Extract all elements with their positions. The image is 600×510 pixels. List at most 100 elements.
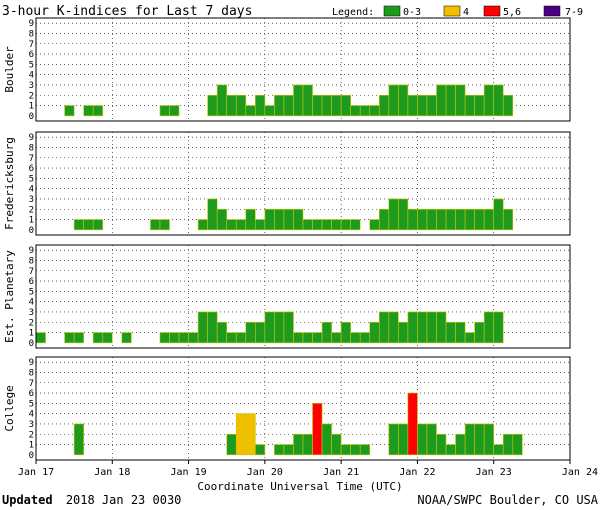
bar-college-25 — [274, 444, 285, 456]
bar-est-planetary-15 — [178, 332, 189, 344]
bar-college-44 — [455, 433, 466, 456]
bar-fredericksburg-4 — [73, 219, 84, 231]
panel-label-est-planetary: Est. Planetary — [3, 250, 16, 343]
bar-college-34 — [359, 444, 371, 456]
bar-boulder-20 — [226, 94, 237, 117]
y-tick-label: 9 — [29, 133, 34, 143]
y-tick-label: 6 — [29, 50, 34, 60]
bar-fredericksburg-25 — [274, 208, 285, 231]
bar-college-26 — [283, 444, 294, 456]
bar-boulder-5 — [83, 105, 94, 117]
bar-est-planetary-44 — [455, 321, 466, 344]
bar-est-planetary-39 — [407, 311, 418, 344]
bar-boulder-24 — [264, 105, 275, 117]
bar-boulder-47 — [483, 84, 495, 117]
chart-title: 3-hour K-indices for Last 7 days — [2, 4, 252, 19]
bar-est-planetary-7 — [102, 332, 113, 344]
bar-fredericksburg-22 — [245, 208, 256, 231]
bar-est-planetary-48 — [493, 311, 504, 344]
bar-boulder-38 — [398, 84, 409, 117]
y-tick-label: 3 — [29, 420, 34, 430]
bar-boulder-26 — [283, 94, 294, 117]
bar-college-40 — [417, 423, 428, 456]
y-tick-label: 6 — [29, 164, 34, 174]
bar-fredericksburg-36 — [378, 208, 390, 231]
bar-college-32 — [340, 444, 351, 456]
bar-fredericksburg-37 — [388, 198, 399, 231]
bar-boulder-18 — [207, 94, 218, 117]
legend: Legend: 0-3 4 5,6 7-9 — [332, 5, 583, 18]
legend-swatch-4 — [443, 5, 461, 17]
footer-updated-value: 2018 Jan 23 0030 — [66, 493, 182, 507]
bar-boulder-32 — [340, 94, 351, 117]
y-tick-label: 7 — [29, 154, 34, 164]
x-tick-label: Jan 23 — [476, 467, 512, 478]
y-tick-label: 4 — [29, 298, 34, 308]
bar-college-45 — [464, 423, 475, 456]
bar-est-planetary-17 — [197, 311, 208, 344]
legend-label: Legend: — [332, 7, 374, 18]
bar-college-48 — [493, 444, 504, 456]
bar-boulder-48 — [493, 84, 504, 117]
bar-boulder-21 — [235, 94, 247, 117]
y-tick-label: 5 — [29, 60, 34, 70]
bar-est-planetary-30 — [321, 321, 332, 344]
bar-boulder-14 — [169, 105, 180, 117]
y-tick-label: 2 — [29, 91, 34, 101]
bar-boulder-40 — [417, 94, 428, 117]
y-tick-label: 4 — [29, 185, 34, 195]
bar-est-planetary-47 — [483, 311, 495, 344]
legend-swatch-5-6 — [483, 5, 501, 17]
x-tick-label: Jan 18 — [94, 467, 130, 478]
legend-item-7-9: 7-9 — [565, 7, 583, 18]
footer-updated: Updated 2018 Jan 23 0030 — [2, 493, 181, 507]
y-tick-label: 1 — [29, 329, 34, 339]
y-tick-label: 5 — [29, 174, 34, 184]
bar-fredericksburg-39 — [407, 208, 418, 231]
x-tick-label: Jan 22 — [399, 467, 435, 478]
bar-fredericksburg-35 — [369, 219, 380, 231]
bar-boulder-45 — [464, 94, 475, 117]
bar-college-20 — [226, 433, 237, 456]
y-tick-label: 2 — [29, 318, 34, 328]
legend-item-5-6: 5,6 — [503, 7, 521, 18]
bar-boulder-3 — [64, 105, 75, 117]
bar-boulder-43 — [445, 84, 456, 117]
y-tick-label: 8 — [29, 143, 34, 153]
y-tick-label: 9 — [29, 358, 34, 368]
bar-college-37 — [388, 423, 399, 456]
bar-fredericksburg-13 — [159, 219, 170, 231]
y-tick-label: 8 — [29, 29, 34, 39]
bar-est-planetary-19 — [216, 321, 228, 344]
bar-est-planetary-32 — [340, 321, 351, 344]
y-tick-label: 4 — [29, 410, 34, 420]
bar-est-planetary-29 — [312, 332, 323, 344]
bar-fredericksburg-40 — [417, 208, 428, 231]
bar-est-planetary-46 — [474, 321, 485, 344]
bar-college-33 — [350, 444, 361, 456]
y-tick-label: 1 — [29, 102, 34, 112]
bar-college-46 — [474, 423, 485, 456]
panel-label-boulder: Boulder — [3, 46, 16, 93]
bar-college-47 — [483, 423, 495, 456]
bar-boulder-35 — [369, 105, 380, 117]
y-tick-label: 0 — [29, 339, 34, 349]
bar-fredericksburg-18 — [207, 198, 218, 231]
bar-college-23 — [255, 444, 266, 456]
bar-fredericksburg-46 — [474, 208, 485, 231]
y-tick-label: 6 — [29, 389, 34, 399]
y-tick-label: 3 — [29, 81, 34, 91]
x-axis: Jan 17 Jan 18 Jan 19 Jan 20 Jan 21 Jan 22 Jan … — [18, 460, 598, 478]
panel-frame — [35, 17, 571, 122]
bar-fredericksburg-17 — [197, 219, 208, 231]
bar-boulder-29 — [312, 94, 323, 117]
bar-est-planetary-0 — [35, 332, 46, 344]
bar-boulder-30 — [321, 94, 332, 117]
y-tick-label: 4 — [29, 71, 34, 81]
x-axis-label: Coordinate Universal Time (UTC) — [197, 480, 402, 493]
bar-college-21 — [235, 413, 247, 456]
y-tick-label: 0 — [29, 226, 34, 236]
bar-boulder-39 — [407, 94, 418, 117]
